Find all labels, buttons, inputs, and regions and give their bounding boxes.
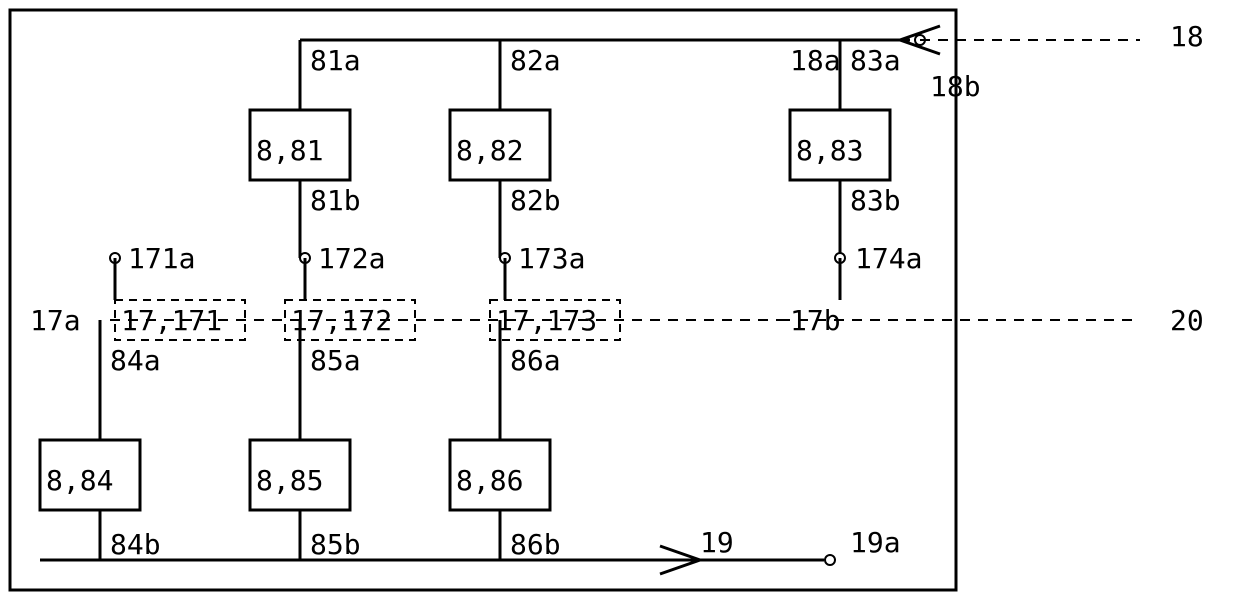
label: 81a: [310, 44, 361, 77]
label: 85b: [310, 528, 361, 561]
l18b: 18b: [930, 70, 981, 103]
label: 83a: [850, 44, 901, 77]
box-b85: 8,85: [256, 464, 323, 497]
l19a: 19a: [850, 526, 901, 559]
label: 82a: [510, 44, 561, 77]
l18: 18: [1170, 20, 1204, 53]
label: 81b: [310, 184, 361, 217]
mbox-m171: 17,171: [121, 304, 222, 337]
l17a: 17a: [30, 304, 81, 337]
l18a: 18a: [790, 44, 841, 77]
l172a: 172a: [318, 242, 385, 275]
label: 82b: [510, 184, 561, 217]
label: 86b: [510, 528, 561, 561]
label: 83b: [850, 184, 901, 217]
box-b83: 8,83: [796, 134, 863, 167]
box-b82: 8,82: [456, 134, 523, 167]
l20: 20: [1170, 304, 1204, 337]
box-b84: 8,84: [46, 464, 113, 497]
label: 86a: [510, 344, 561, 377]
mbox-m172: 17,172: [291, 304, 392, 337]
label: 85a: [310, 344, 361, 377]
box-b86: 8,86: [456, 464, 523, 497]
label: 84a: [110, 344, 161, 377]
l17b: 17b: [790, 304, 841, 337]
terminal-19a: [825, 555, 835, 565]
label: 84b: [110, 528, 161, 561]
l173a: 173a: [518, 242, 585, 275]
box-b81: 8,81: [256, 134, 323, 167]
l171a: 171a: [128, 242, 195, 275]
l19: 19: [700, 526, 734, 559]
mbox-m173: 17,173: [496, 304, 597, 337]
l174a: 174a: [855, 242, 922, 275]
